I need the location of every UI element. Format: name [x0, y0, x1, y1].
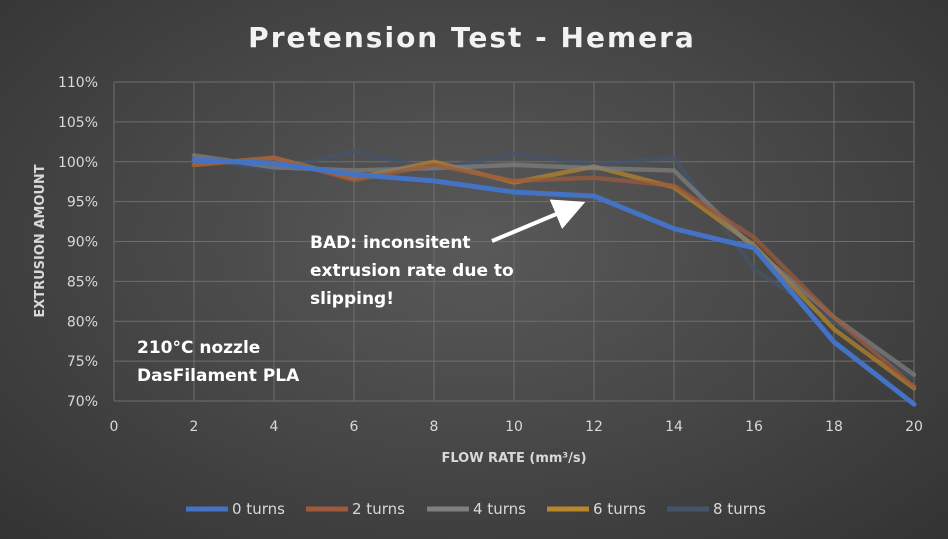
series-line-4-turns	[191, 153, 917, 377]
legend-label: 6 turns	[593, 500, 646, 518]
grid	[113, 81, 915, 402]
y-tick-label: 80%	[67, 314, 98, 330]
annotation-bad-line2: extrusion rate due to	[310, 261, 514, 281]
y-tick-label: 95%	[67, 195, 98, 211]
y-tick-label: 75%	[67, 354, 98, 370]
annotation-bad-line1: BAD: inconsitent	[310, 233, 471, 253]
y-tick-label: 110%	[58, 75, 98, 91]
legend-label: 4 turns	[473, 500, 526, 518]
series-line-8-turns	[191, 149, 917, 381]
y-tick-label: 105%	[58, 115, 98, 131]
legend-label: 8 turns	[713, 500, 766, 518]
x-tick-label: 2	[190, 419, 199, 435]
tick-labels: 70% 75% 80% 85% 90% 95% 100% 105% 110% 0 2 4 6 8 10 12 1…	[58, 75, 923, 435]
chart-title: Pretension Test - Hemera	[248, 21, 696, 54]
x-tick-label: 6	[350, 419, 359, 435]
x-tick-label: 12	[585, 419, 603, 435]
x-tick-label: 16	[745, 419, 763, 435]
x-tick-label: 20	[905, 419, 923, 435]
legend-label: 2 turns	[352, 500, 405, 518]
series-line-0-turns	[191, 157, 917, 407]
y-tick-label: 90%	[67, 235, 98, 251]
annotation-arrow	[491, 199, 586, 243]
legend-label: 0 turns	[232, 500, 285, 518]
y-tick-label: 70%	[67, 394, 98, 410]
y-tick-label: 85%	[67, 274, 98, 290]
annotation-bad-line3: slipping!	[310, 289, 394, 309]
x-tick-label: 10	[505, 419, 523, 435]
annotation-nozzle: 210°C nozzle	[137, 338, 260, 358]
x-axis-label: FLOW RATE (mm³/s)	[441, 451, 586, 466]
annotation-filament: DasFilament PLA	[137, 366, 300, 386]
y-tick-label: 100%	[58, 155, 98, 171]
x-tick-label: 18	[825, 419, 843, 435]
y-axis-label: EXTRUSION AMOUNT	[33, 164, 48, 317]
series-lines	[191, 149, 917, 407]
x-tick-label: 14	[665, 419, 683, 435]
x-tick-label: 4	[270, 419, 279, 435]
x-tick-label: 8	[430, 419, 439, 435]
x-tick-label: 0	[110, 419, 119, 435]
legend: 0 turns 2 turns 4 turns 6 turns 8 turns	[186, 500, 766, 518]
